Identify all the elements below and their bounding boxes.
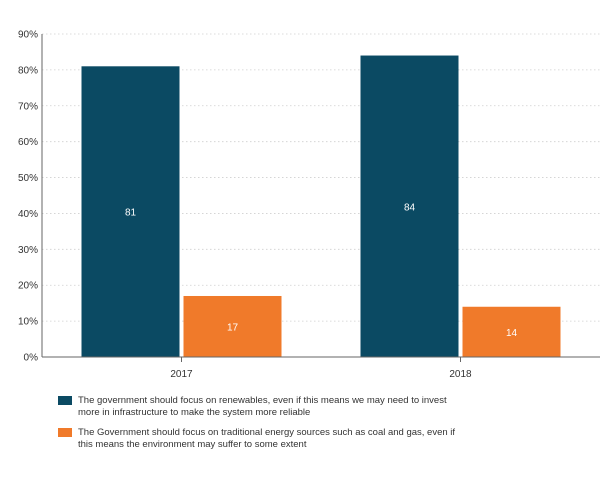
y-tick-label: 0% [24,353,39,364]
y-tick-label: 10% [18,317,38,328]
data-label: 84 [404,202,416,213]
x-tick-label: 2017 [170,369,193,380]
bar-series2-2018 [462,306,561,357]
bars: 81 17 84 14 [81,55,561,358]
bar-series2-2017 [183,295,282,357]
legend-swatch-traditional [58,428,72,437]
bar-series1-2018 [360,55,459,358]
y-tick-label: 50% [18,173,38,184]
data-label: 17 [227,322,239,333]
legend-label-renewables: The government should focus on renewable… [78,395,447,418]
y-tick-label: 80% [18,65,38,76]
y-tick-label: 60% [18,137,38,148]
y-tick-label: 70% [18,101,38,112]
x-tick-label: 2018 [449,369,472,380]
legend-swatch-renewables [58,396,72,405]
y-tick-label: 20% [18,281,38,292]
data-label: 14 [506,328,518,339]
legend-label-traditional: The Government should focus on tradition… [78,427,456,450]
bar-chart: 0% 10% 20% 30% 40% 50% 60% 70% 80% 90% 81 17 84 14 2… [18,30,600,380]
y-axis: 0% 10% 20% 30% 40% 50% 60% 70% 80% 90% [18,30,43,364]
y-tick-label: 30% [18,245,38,256]
y-tick-label: 40% [18,209,38,220]
data-label: 81 [125,208,137,219]
bar-series1-2017 [81,66,180,358]
y-tick-label: 90% [18,30,38,41]
x-axis: 2017 2018 [42,356,600,380]
